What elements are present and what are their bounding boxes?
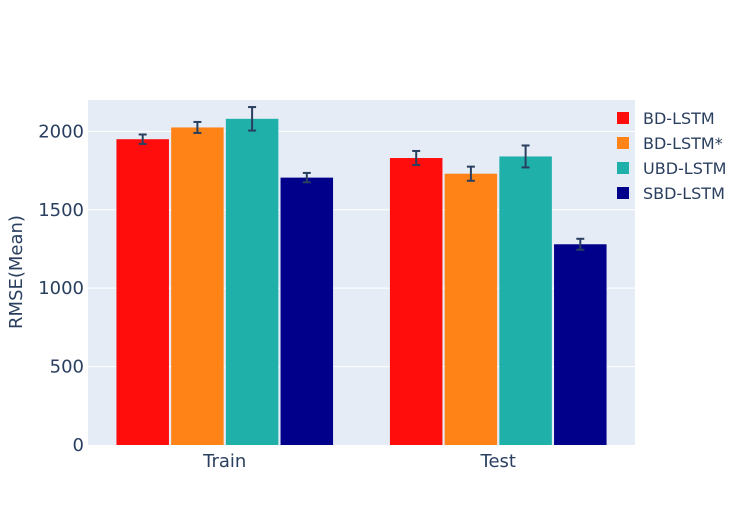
bar-bd-lstm--test [444, 173, 498, 446]
y-axis-title: RMSE(Mean) [6, 215, 27, 329]
plot-background [88, 100, 635, 445]
y-tick-label: 500 [50, 357, 84, 378]
legend-swatch [617, 137, 629, 149]
bar-bd-lstm-test [389, 158, 443, 446]
y-tick-label: 0 [73, 435, 84, 456]
y-tick-label: 1000 [38, 278, 84, 299]
x-axis-ticks: Train Test [202, 451, 516, 472]
legend-label: SBD-LSTM [643, 184, 725, 203]
bar-bd-lstm--train [171, 127, 224, 446]
error-bar-group [138, 106, 585, 251]
x-tick-label: Train [202, 451, 246, 472]
bar-ubd-lstm-train [225, 118, 279, 446]
legend-swatch [617, 112, 629, 124]
bar-sbd-lstm-train [280, 177, 334, 445]
legend-label: UBD-LSTM [643, 159, 726, 178]
x-tick-label: Test [480, 451, 516, 472]
y-axis-ticks: 0 500 1000 1500 2000 [38, 121, 84, 456]
y-tick-label: 1500 [38, 200, 84, 221]
y-tick-label: 2000 [38, 121, 84, 142]
legend-swatch [617, 162, 629, 174]
bar-bd-lstm-train [116, 139, 169, 446]
bar-sbd-lstm-test [554, 244, 607, 445]
bar-ubd-lstm-test [499, 156, 552, 446]
legend-label: BD-LSTM [643, 109, 715, 128]
legend-swatch [617, 187, 629, 199]
legend-label: BD-LSTM* [643, 134, 723, 153]
legend: BD-LSTM BD-LSTM* UBD-LSTM SBD-LSTM [617, 109, 726, 203]
bar-group [116, 118, 607, 446]
